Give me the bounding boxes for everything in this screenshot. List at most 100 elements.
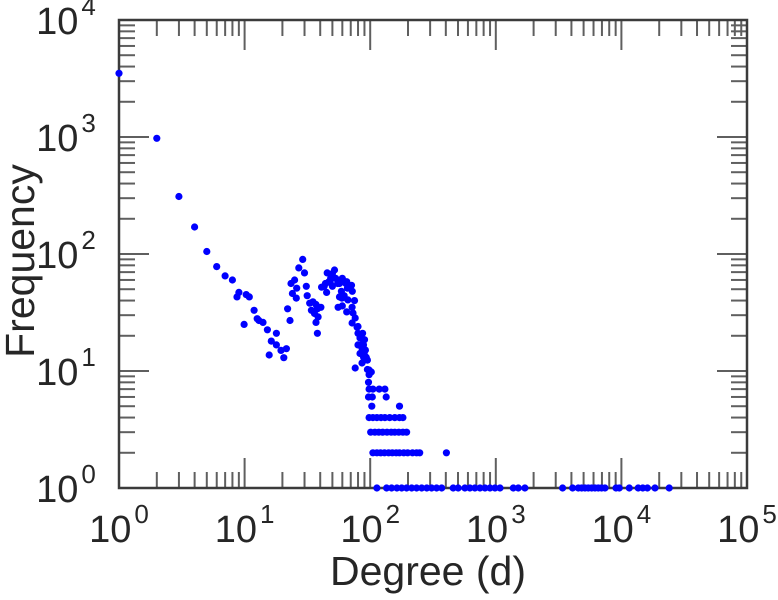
data-point (403, 484, 411, 492)
data-point (625, 484, 633, 492)
data-point (395, 402, 404, 410)
data-point (368, 393, 376, 401)
data-point (175, 192, 183, 201)
data-point (343, 308, 351, 316)
data-point (284, 305, 292, 313)
data-point (418, 484, 426, 492)
data-point (265, 351, 273, 359)
data-point (303, 292, 311, 300)
axis-ticks (118, 19, 748, 489)
data-point (191, 223, 199, 231)
data-point (367, 368, 375, 376)
data-point (601, 484, 609, 492)
y-tick-label: 10 0 (36, 459, 96, 511)
data-point (373, 484, 381, 492)
data-point (291, 276, 299, 284)
data-point (364, 378, 373, 386)
data-point (438, 484, 446, 492)
data-point (221, 272, 229, 280)
data-point (428, 484, 436, 492)
data-point (323, 288, 331, 296)
x-tick-label: 10 3 (466, 499, 526, 551)
data-point (514, 484, 522, 492)
data-point (347, 281, 356, 289)
scatter-points (115, 69, 673, 492)
data-point (413, 484, 421, 492)
data-point (350, 297, 359, 305)
data-point (295, 264, 303, 272)
data-point (277, 346, 285, 354)
data-point (203, 247, 211, 256)
data-point (381, 385, 389, 393)
data-point (651, 484, 659, 492)
data-point (299, 255, 307, 263)
data-point (314, 313, 322, 321)
data-point (240, 320, 248, 328)
data-point (267, 337, 275, 345)
data-point (486, 484, 494, 492)
x-tick-label: 10 4 (592, 499, 652, 551)
data-point (399, 414, 407, 422)
data-point (382, 393, 390, 401)
data-point (286, 316, 294, 325)
data-point (250, 306, 258, 314)
data-point (559, 484, 567, 492)
data-point (368, 402, 376, 410)
tick-labels: 10 0 10 1 10 2 10 3 10 4 10 5 10 0 10 1 10 2 10 3 10 4 (36, 0, 777, 551)
data-point (228, 276, 236, 284)
data-point (272, 341, 280, 349)
data-point (403, 428, 411, 436)
data-point (466, 484, 474, 492)
data-point (300, 269, 309, 277)
data-point (272, 329, 280, 337)
plot-frame (117, 18, 749, 490)
data-point (665, 484, 673, 492)
data-point (153, 134, 161, 142)
data-point (643, 484, 652, 492)
data-point (351, 364, 359, 372)
data-point (330, 266, 339, 274)
x-tick-label: 10 5 (717, 499, 777, 551)
data-point (338, 302, 346, 310)
data-point (521, 484, 529, 492)
data-point (383, 484, 391, 492)
x-axis-title: Degree (d) (330, 548, 526, 594)
data-point (312, 318, 320, 326)
data-point (292, 294, 300, 302)
data-point (363, 356, 371, 364)
y-axis-title: Frequency (0, 164, 43, 358)
data-point (461, 484, 469, 492)
y-tick-label: 10 1 (36, 342, 96, 394)
data-point (282, 345, 290, 353)
data-point (569, 484, 577, 492)
data-point (115, 69, 123, 77)
y-tick-label: 10 2 (36, 225, 96, 277)
data-point (481, 484, 489, 492)
data-point (360, 336, 369, 344)
data-point (263, 326, 271, 334)
data-point (302, 282, 310, 290)
data-point (348, 303, 356, 311)
data-point (442, 449, 450, 457)
data-point (369, 385, 377, 393)
data-point (245, 293, 253, 301)
x-tick-label: 10 0 (89, 499, 149, 551)
data-point (351, 314, 359, 322)
data-point (388, 484, 396, 492)
data-point (293, 284, 301, 292)
data-point (213, 263, 221, 271)
data-point (615, 484, 623, 492)
data-point (348, 287, 356, 295)
data-point (313, 329, 321, 337)
data-point (496, 484, 504, 492)
data-point (454, 484, 462, 492)
data-point (386, 414, 394, 422)
data-point (317, 303, 325, 311)
data-point (359, 329, 367, 337)
y-tick-label: 10 4 (36, 0, 96, 43)
data-point (259, 318, 267, 326)
data-point (375, 385, 383, 393)
x-tick-label: 10 2 (340, 499, 400, 551)
